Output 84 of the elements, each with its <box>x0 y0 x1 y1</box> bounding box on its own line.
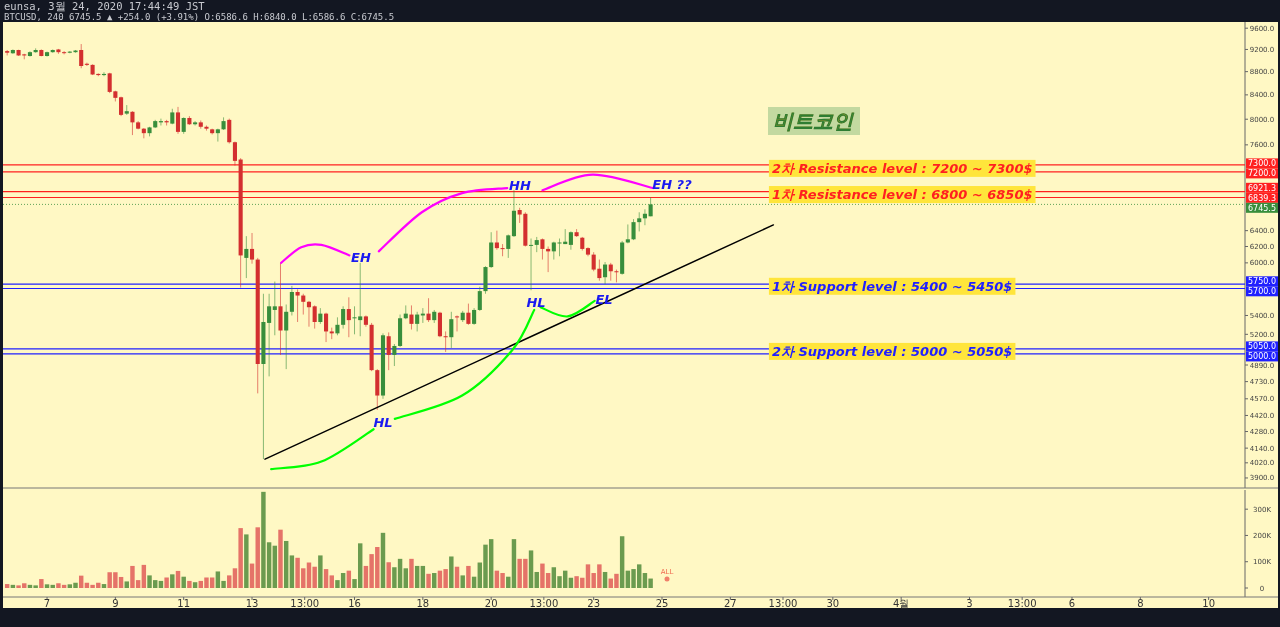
annotation: HL <box>526 294 546 310</box>
annotation: 2차 Resistance level : 7200 ~ 7300$ <box>771 160 1033 176</box>
x-tick-label: 20 <box>484 598 498 609</box>
chart-title: eunsa, 3월 24, 2020 17:44:49 JST <box>4 0 206 12</box>
bar <box>289 555 295 588</box>
bar <box>409 558 414 588</box>
bar <box>403 568 408 588</box>
bar <box>386 562 391 588</box>
x-tick-label: 13:00 <box>1007 598 1037 609</box>
ref-line-label: 7300.0 <box>1248 159 1276 169</box>
ref-line-label: 6745.5 <box>1248 203 1276 213</box>
x-tick-label: 27 <box>723 598 737 609</box>
candlestick <box>500 243 505 257</box>
ref-line-label: 7200.0 <box>1248 169 1276 179</box>
bar <box>244 534 249 588</box>
x-tick-label: 13:00 <box>529 598 559 609</box>
x-tick-label: 4월 <box>892 598 910 609</box>
x-tick-label: 10 <box>1202 598 1216 609</box>
ref-line-label: 5000.0 <box>1248 352 1276 362</box>
annotation: 2차 Support level : 5000 ~ 5050$ <box>771 343 1013 359</box>
x-tick-label: 8 <box>1137 598 1144 609</box>
x-tick-label: 11 <box>177 598 191 609</box>
ref-line-label: 6839.3 <box>1248 193 1276 203</box>
x-tick-label: 9 <box>112 598 119 609</box>
bar <box>528 550 534 588</box>
line-series <box>393 308 536 420</box>
x-tick-label: 30 <box>826 598 840 609</box>
x-tick-label: 13:00 <box>290 598 320 609</box>
bar <box>449 556 454 588</box>
bar <box>283 540 289 588</box>
x-tick-label: 6 <box>1068 598 1076 609</box>
x-tick-label: 16 <box>348 598 361 609</box>
bar <box>466 565 471 588</box>
chart-subtitle: BTCUSD, 240 6745.5 ▲ +254.0 (+3.91%) O:6586.6 H:6840.0 L:6586.6 C:6745.5 <box>4 12 395 22</box>
bar <box>380 532 386 588</box>
candlestick <box>10 48 15 55</box>
ref-line-label: 6921.3 <box>1248 183 1276 193</box>
bar <box>460 575 465 588</box>
bar <box>323 569 329 588</box>
x-tick-label: 18 <box>416 598 430 609</box>
x-tick-label: 13 <box>245 598 259 609</box>
ref-line-label: 5050.0 <box>1248 342 1276 352</box>
x-tick-label: 13:00 <box>768 598 798 609</box>
bar <box>164 577 169 588</box>
bar <box>318 555 323 588</box>
bar <box>329 575 334 588</box>
annotation: 1차 Resistance level : 6800 ~ 6850$ <box>771 187 1033 203</box>
bar <box>44 584 50 588</box>
bar <box>534 571 539 588</box>
ref-line-label: 5750.0 <box>1248 277 1276 287</box>
annotation: 1차 Support level : 5400 ~ 5450$ <box>771 278 1013 294</box>
annotation: 비트코인 <box>773 109 855 133</box>
x-tick-label: 25 <box>655 598 669 609</box>
bar <box>187 580 192 588</box>
annotation: HL <box>373 414 393 430</box>
bar <box>192 582 198 588</box>
bar <box>432 573 437 588</box>
candlestick <box>62 50 67 55</box>
line-series <box>279 243 351 264</box>
candlestick <box>193 120 198 127</box>
bar <box>511 539 517 588</box>
annotation: EH ?? <box>652 176 693 192</box>
bar <box>227 575 232 588</box>
bar <box>170 574 175 588</box>
bar <box>414 565 420 588</box>
ref-line-label: 5700.0 <box>1248 287 1276 297</box>
x-tick-label: 23 <box>587 598 601 609</box>
x-tick-label: 3 <box>966 598 973 609</box>
line-series <box>377 186 509 253</box>
annotation: EH <box>351 249 371 265</box>
annotation: HH <box>509 177 531 193</box>
bar <box>602 571 608 588</box>
candlestick <box>454 314 460 332</box>
bar <box>181 576 186 588</box>
bar <box>278 529 283 588</box>
candlestick <box>215 128 220 143</box>
bar <box>39 579 44 588</box>
bar <box>255 527 260 588</box>
bar <box>124 581 129 588</box>
x-tick-label: 7 <box>43 598 51 609</box>
bar <box>420 565 426 588</box>
bar <box>426 573 431 588</box>
bar <box>619 536 625 588</box>
annotation: EL <box>595 291 613 307</box>
